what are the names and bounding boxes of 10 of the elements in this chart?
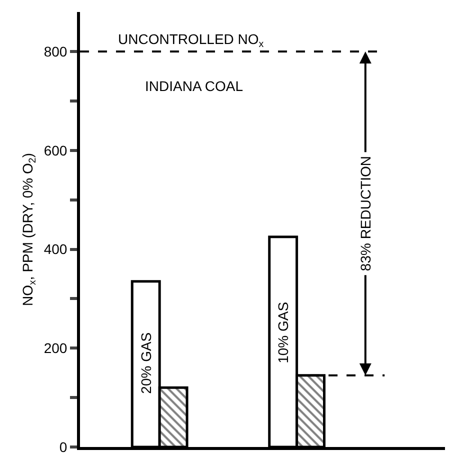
annotation: 10% GAS <box>274 302 291 364</box>
y-tick-label: 400 <box>44 241 68 258</box>
y-tick-label: 0 <box>59 438 68 455</box>
annotation: INDIANA COAL <box>145 78 244 94</box>
y-tick-label: 800 <box>44 43 68 60</box>
y-tick-label: 200 <box>44 340 68 356</box>
annotation: 20% GAS <box>138 332 154 394</box>
ref-line-label: UNCONTROLLED NO$_{x}$ <box>118 31 264 50</box>
annotation: 83% REDUCTION <box>358 156 374 272</box>
y-tick-label: 600 <box>44 142 68 158</box>
